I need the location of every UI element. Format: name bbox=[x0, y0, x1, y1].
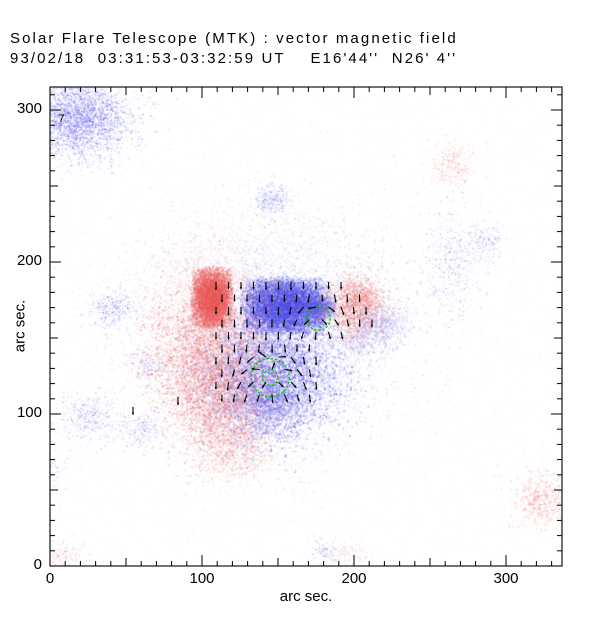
svg-text:7: 7 bbox=[59, 113, 65, 125]
